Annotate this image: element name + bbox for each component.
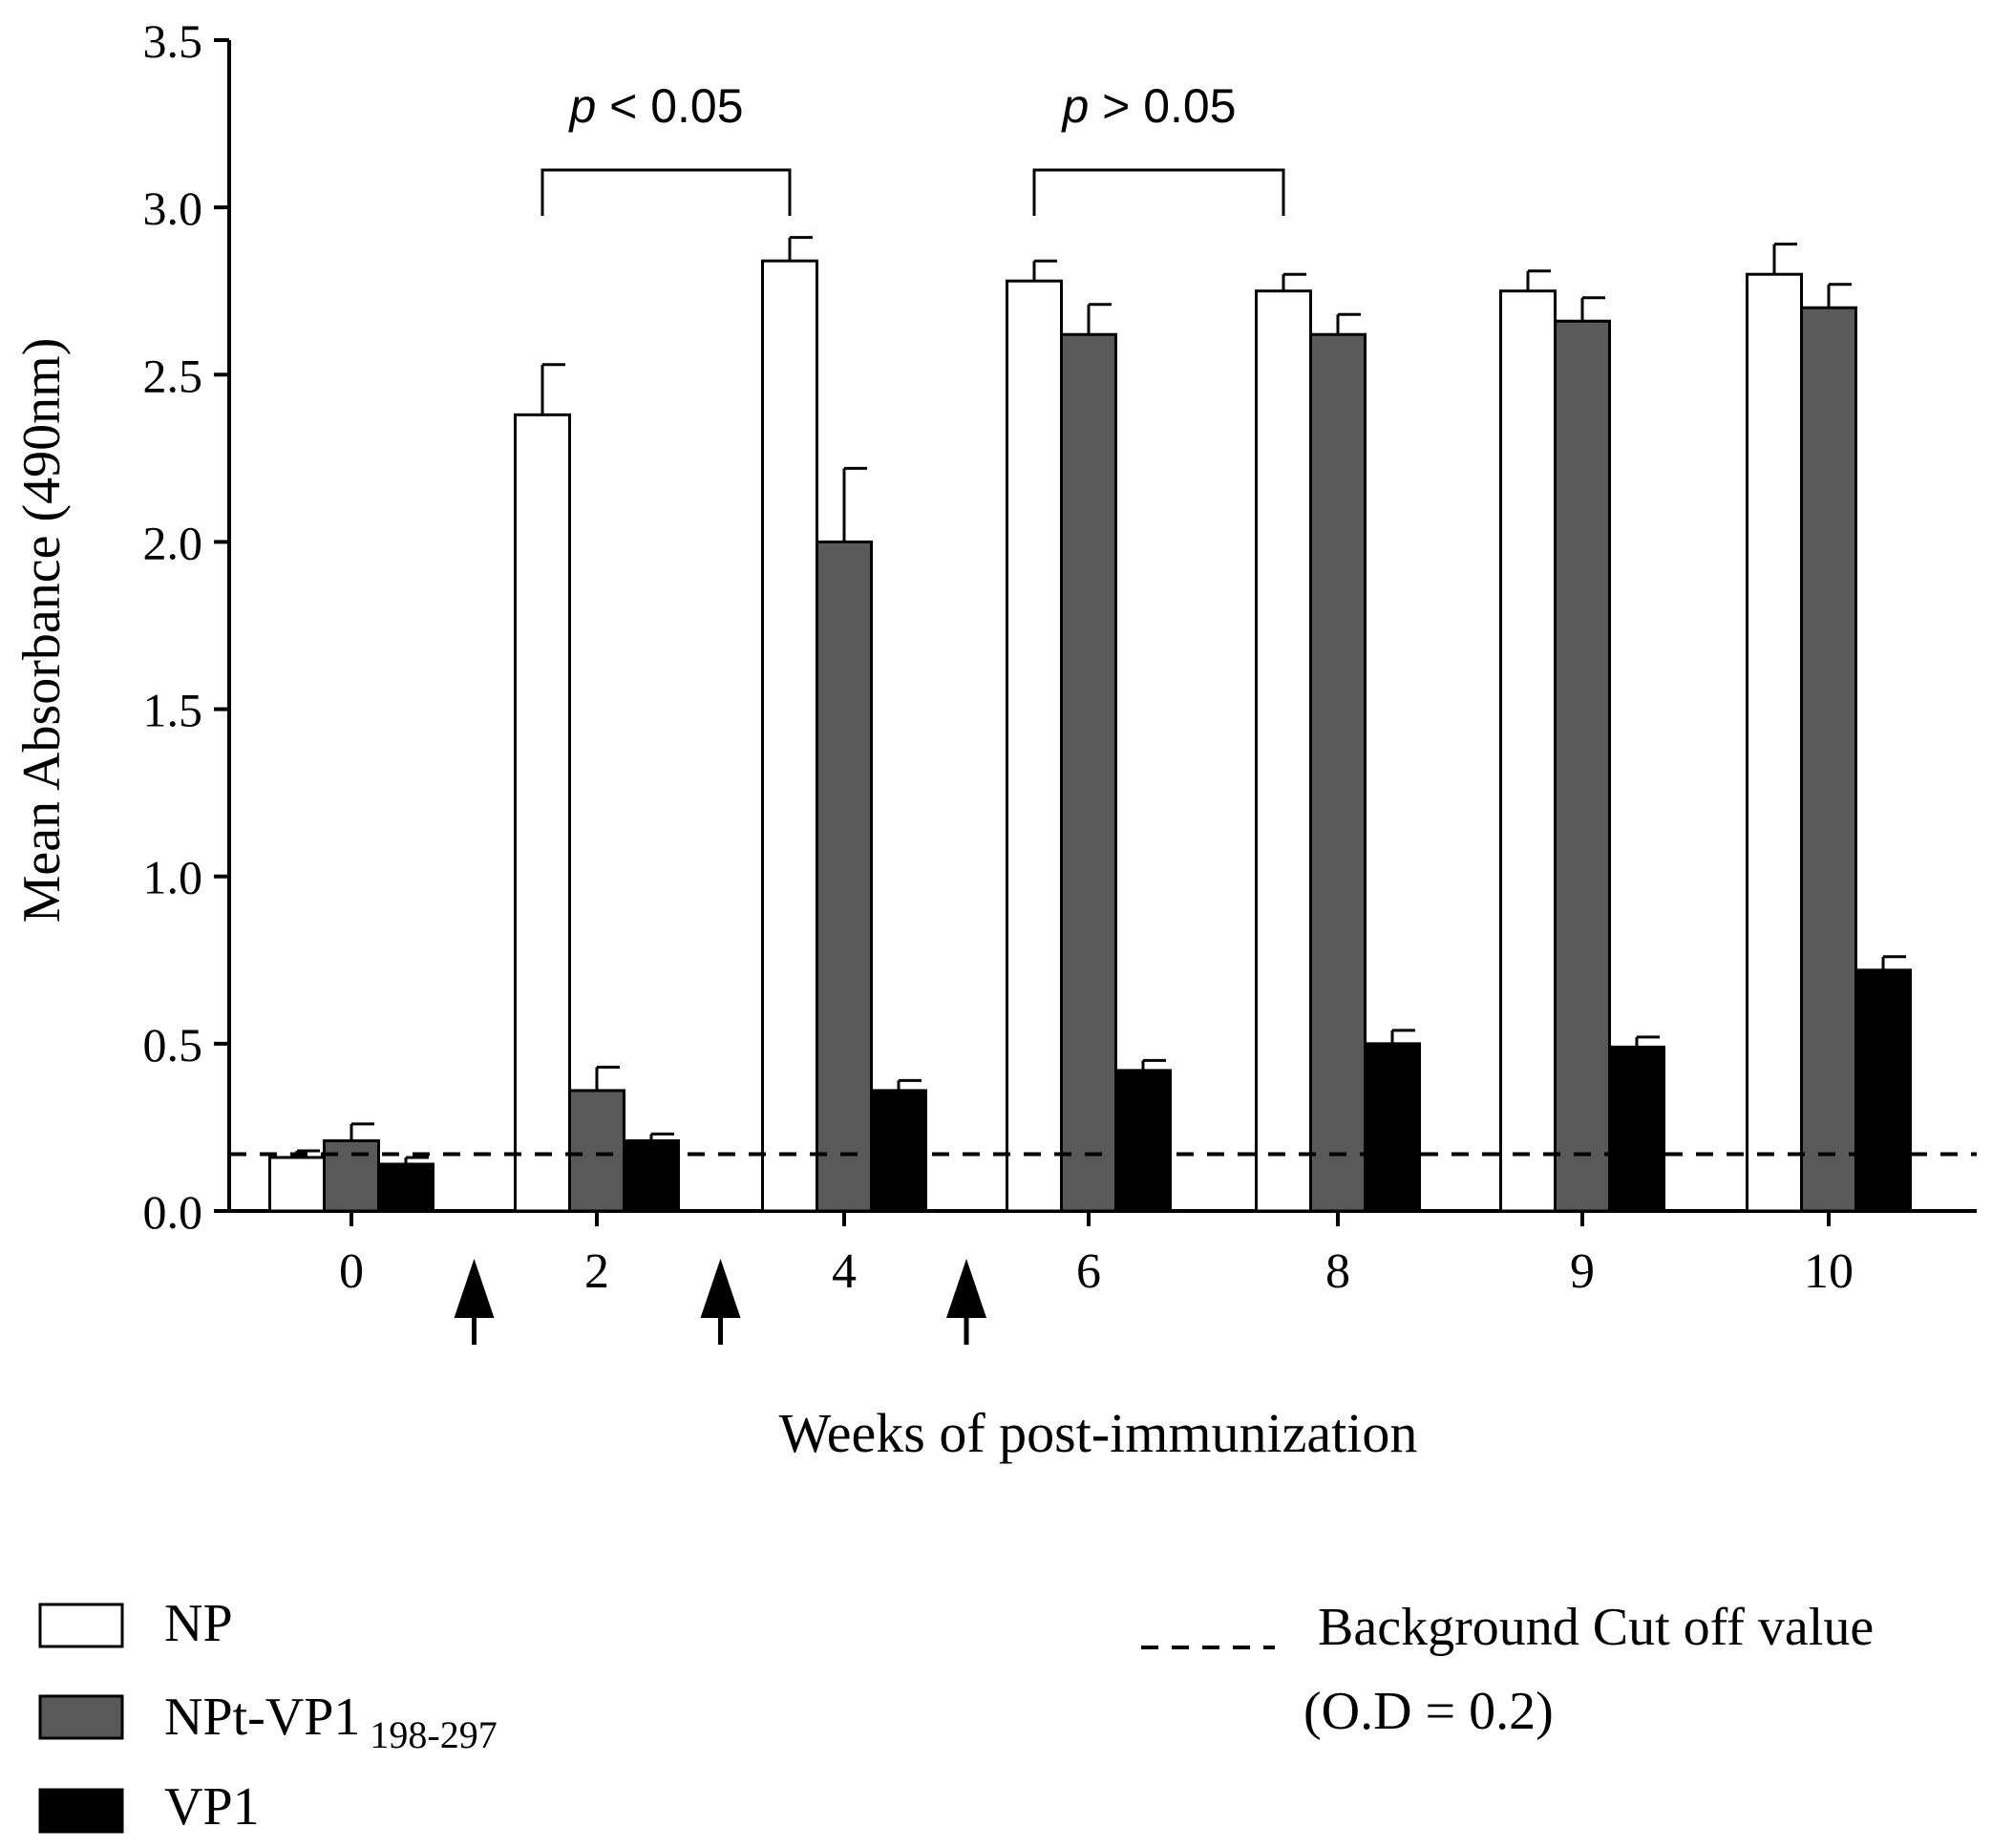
legend-cutoff-label: Background Cut off value [1318,1598,1874,1657]
bar-vp1 [623,1138,680,1213]
bar-npt-vp1 [816,540,873,1213]
significance-label: p < 0.05 [567,79,743,133]
immunization-arrow-head [700,1259,741,1318]
bar-npt-vp1 [1800,306,1857,1213]
bar-vp1 [1114,1069,1172,1213]
legend-label-npt-vp1-subscript: 198-297 [370,1713,497,1756]
legend-label-npt-vp1: NPt-VP1 198-297 [164,1688,498,1756]
y-tick-label: 1.0 [143,851,203,904]
bar-np [1006,279,1063,1213]
y-tick-label: 1.5 [143,684,203,737]
y-tick-label: 3.5 [143,14,203,68]
legend-swatch-np [38,1603,124,1648]
bar-vp1 [377,1162,434,1213]
legend: NP NPt-VP1 198-297 VP1 Background Cut off… [38,1594,1874,1837]
y-tick-label: 3.0 [143,181,203,235]
significance-bracket [540,168,792,216]
x-tick-label: 10 [1804,1244,1854,1299]
y-tick-label: 0.5 [143,1018,203,1072]
significance-p-symbol: p [567,79,596,133]
bar-npt-vp1 [323,1138,380,1213]
legend-swatch-vp1 [38,1788,124,1834]
legend-cutoff-value: (O.D = 0.2) [1303,1682,1554,1741]
x-tick-label: 4 [832,1244,857,1299]
legend-item-cutoff: Background Cut off value (O.D = 0.2) [1141,1598,1874,1741]
bar-vp1 [1608,1045,1665,1213]
legend-label-np: NP [164,1594,233,1653]
significance-bracket [1032,168,1285,216]
legend-item-vp1: VP1 [38,1777,260,1837]
significance-comparison: > 0.05 [1089,79,1236,133]
x-tick-label: 9 [1570,1244,1595,1299]
plot-area: 0.0 0.5 1.0 1.5 2.0 2.5 3.0 3.5 0 2 4 6 8 9 10 p < 0.05… [143,14,1977,1345]
bar-npt-vp1 [568,1089,625,1213]
significance-label: p > 0.05 [1060,79,1236,133]
bar-np [761,259,818,1213]
legend-swatch-npt-vp1 [38,1694,124,1740]
bar-npt-vp1 [1060,332,1117,1213]
x-tick-label: 6 [1076,1244,1101,1299]
bar-np [1255,289,1312,1213]
legend-label-npt-vp1-main: NPt-VP1 [164,1688,360,1747]
immunization-arrow-head [454,1259,495,1318]
bar-np [1746,272,1803,1213]
x-tick-label: 2 [584,1244,609,1299]
y-axis-title: Mean Absorbance (490nm) [12,338,72,924]
bar-npt-vp1 [1554,319,1611,1213]
y-tick-label: 2.0 [143,516,203,569]
bar-vp1 [870,1089,927,1213]
legend-item-np: NP [38,1594,233,1653]
bar-vp1 [1854,968,1912,1213]
x-tick-label: 0 [339,1244,364,1299]
significance-p-symbol: p [1060,79,1089,133]
immunization-arrow-head [946,1259,986,1318]
y-tick-label: 2.5 [143,349,203,402]
bar-npt-vp1 [1309,332,1367,1213]
legend-label-vp1: VP1 [164,1777,260,1837]
bar-np [514,413,571,1213]
bar-np [268,1156,326,1213]
bar-np [1499,289,1557,1213]
x-tick-label: 8 [1325,1244,1350,1299]
y-tick-label: 0.0 [143,1185,203,1239]
x-axis-title: Weeks of post-immunization [779,1402,1418,1464]
bar-vp1 [1364,1042,1421,1213]
legend-item-npt-vp1: NPt-VP1 198-297 [38,1688,498,1756]
significance-comparison: < 0.05 [596,79,743,133]
